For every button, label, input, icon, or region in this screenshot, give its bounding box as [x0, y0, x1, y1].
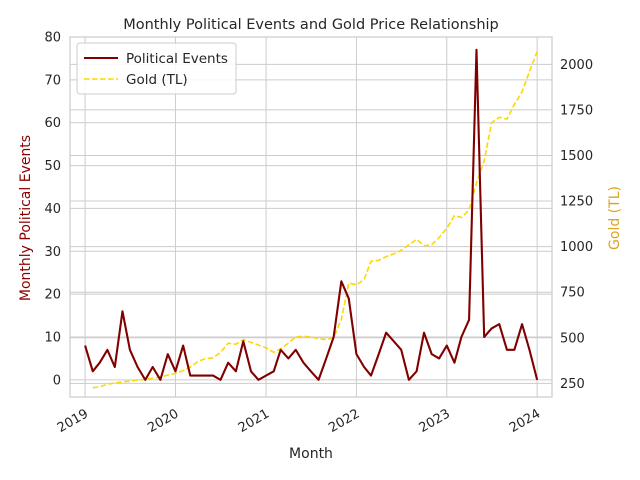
right-y-tick-label: 1000	[560, 240, 593, 255]
x-tick-label: 2019	[55, 406, 91, 436]
political-events-line	[84, 48, 539, 381]
left-y-tick-label: 10	[44, 331, 61, 346]
right-y-tick-label: 250	[560, 377, 585, 392]
series-layer	[84, 48, 539, 389]
left-y-tick-label: 20	[44, 288, 61, 303]
x-tick-label: 2021	[236, 406, 272, 436]
right-y-tick-label: 2000	[560, 58, 593, 73]
x-tick-label: 2022	[326, 406, 362, 436]
axes	[69, 36, 553, 398]
left-y-tick-label: 0	[53, 373, 61, 388]
x-tick-label: 2024	[507, 406, 543, 436]
right-y-tick-label: 500	[560, 331, 585, 346]
legend-label-political-events: Political Events	[126, 51, 228, 67]
left-y-axis-label: Monthly Political Events	[18, 135, 34, 301]
gold-price-line	[92, 51, 538, 389]
left-y-tick-label: 60	[44, 116, 61, 131]
left-y-tick-label: 40	[44, 202, 61, 217]
right-y-tick-labels: 250 500 750 1000 1250 1500 1750 2000	[560, 58, 593, 392]
left-y-tick-labels: 0 10 20 30 40 50 60 70 80	[44, 31, 61, 389]
x-tick-label: 2020	[145, 406, 181, 436]
left-y-tick-label: 80	[44, 31, 61, 46]
right-y-tick-label: 1750	[560, 103, 593, 118]
right-y-axis-label: Gold (TL)	[607, 186, 623, 250]
x-tick-label: 2023	[417, 406, 453, 436]
right-y-tick-label: 1500	[560, 149, 593, 164]
chart-title: Monthly Political Events and Gold Price …	[123, 17, 499, 33]
x-axis-label: Month	[289, 446, 333, 462]
right-y-tick-label: 1250	[560, 195, 593, 210]
left-y-tick-label: 50	[44, 159, 61, 174]
legend-label-gold: Gold (TL)	[126, 72, 188, 88]
plot-frame	[69, 36, 553, 398]
legend-box	[76, 42, 237, 95]
right-y-tick-label: 750	[560, 286, 585, 301]
left-y-tick-label: 30	[44, 245, 61, 260]
legend: Political Events Gold (TL)	[76, 42, 237, 95]
x-tick-labels: 2019 2020 2021 2022 2023 2024	[55, 406, 543, 436]
left-y-tick-label: 70	[44, 73, 61, 88]
